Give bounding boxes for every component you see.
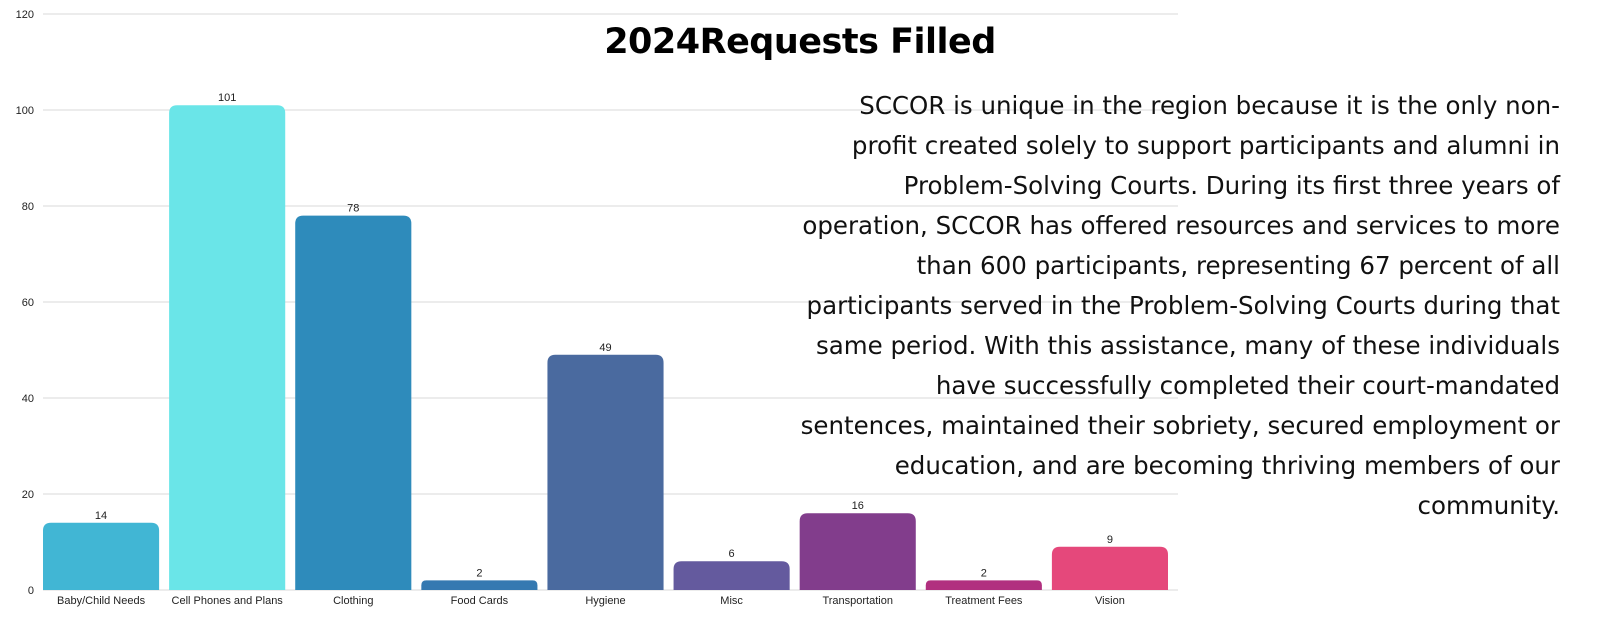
x-tick-label: Hygiene	[585, 595, 625, 607]
data-label: 49	[599, 342, 611, 354]
bar	[673, 561, 790, 590]
description-text: SCCOR is unique in the region because it…	[800, 91, 1560, 520]
y-tick-label: 120	[16, 9, 34, 21]
data-label: 78	[347, 203, 359, 215]
data-label: 14	[95, 510, 107, 522]
data-label: 2	[476, 567, 482, 579]
x-tick-label: Cell Phones and Plans	[172, 595, 284, 607]
data-label: 6	[729, 548, 735, 560]
bar	[295, 215, 412, 590]
x-tick-label: Misc	[720, 595, 743, 607]
y-tick-label: 80	[22, 201, 34, 213]
x-tick-label: Baby/Child Needs	[57, 595, 146, 607]
bar	[925, 580, 1042, 590]
x-tick-label: Treatment Fees	[945, 595, 1023, 607]
bar	[169, 105, 286, 590]
x-tick-label: Clothing	[333, 595, 373, 607]
x-tick-label: Food Cards	[451, 595, 509, 607]
data-label: 16	[852, 500, 864, 512]
y-tick-label: 40	[22, 393, 34, 405]
x-tick-label: Transportation	[822, 595, 893, 607]
data-label: 9	[1107, 534, 1113, 546]
y-tick-label: 20	[22, 489, 34, 501]
chart-title: 2024Requests Filled	[604, 22, 996, 62]
bar	[1051, 546, 1168, 590]
bar	[799, 513, 916, 590]
y-tick-label: 0	[28, 585, 34, 597]
bar	[421, 580, 538, 590]
x-tick-label: Vision	[1095, 595, 1125, 607]
bar	[547, 354, 664, 590]
y-tick-label: 100	[16, 105, 34, 117]
data-label: 2	[981, 567, 987, 579]
y-tick-label: 60	[22, 297, 34, 309]
data-label: 101	[218, 92, 236, 104]
bar	[43, 522, 160, 590]
